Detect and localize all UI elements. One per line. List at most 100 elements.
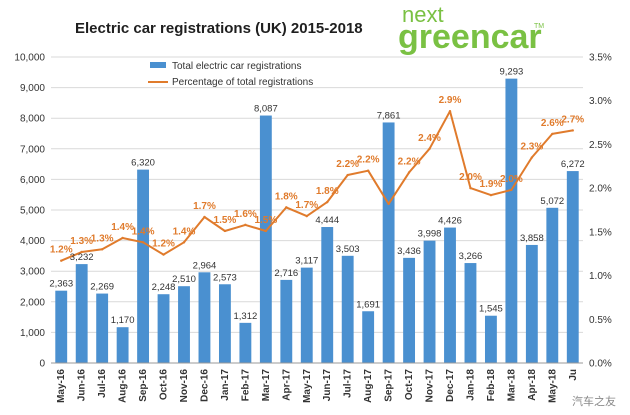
bars-series <box>55 78 579 363</box>
line-point <box>141 241 145 244</box>
chart-title: Electric car registrations (UK) 2015-201… <box>75 20 363 37</box>
percentage-value-label: 1.5% <box>214 215 237 226</box>
x-tick-label: Dec-16 <box>199 369 210 402</box>
bar <box>321 227 334 363</box>
bar-value-label: 1,312 <box>233 311 257 322</box>
percentage-value-label: 1.4% <box>173 226 196 237</box>
x-tick-label: May-17 <box>302 369 313 403</box>
y-right-tick-label: 0.0% <box>589 359 612 370</box>
bar <box>137 169 150 363</box>
x-tick-label: Oct-16 <box>159 369 170 401</box>
y-left-tick-label: 10,000 <box>14 53 45 64</box>
x-tick-label: Jan-17 <box>220 369 231 401</box>
x-tick-label: Jun-16 <box>77 369 88 402</box>
line-point <box>448 110 452 113</box>
bar-value-label: 5,072 <box>540 196 564 207</box>
bar-value-label: 2,269 <box>90 282 114 293</box>
x-tick-label: Nov-16 <box>179 369 190 403</box>
line-point <box>346 173 349 177</box>
x-tick-label: May-18 <box>547 369 558 403</box>
percentage-value-label: 2.3% <box>520 142 543 153</box>
line-point <box>469 186 472 190</box>
bar <box>382 122 395 363</box>
percentage-value-label: 1.6% <box>234 209 257 220</box>
percentage-value-label: 1.4% <box>132 226 155 237</box>
line-point <box>571 129 574 132</box>
y-right-tick-label: 1.0% <box>589 271 612 282</box>
x-tick-label: Apr-17 <box>281 369 292 401</box>
percentage-value-label: 1.8% <box>275 191 298 202</box>
y-right-tick-label: 2.0% <box>589 184 612 195</box>
bar-value-label: 3,117 <box>295 256 318 267</box>
bar <box>341 255 354 363</box>
bar-value-label: 6,320 <box>131 158 155 169</box>
left-axis: 0 1,000 2,000 3,000 4,000 5,000 6,000 7,000 8,00… <box>14 53 45 370</box>
y-right-tick-label: 3.0% <box>589 96 612 107</box>
bar <box>178 286 190 363</box>
percentage-value-label: 2.2% <box>398 156 421 167</box>
bar-value-label: 2,716 <box>274 268 298 279</box>
bar <box>96 293 109 363</box>
x-tick-label: Jun-17 <box>322 369 333 402</box>
bar-value-label: 2,510 <box>172 274 196 285</box>
bar-value-label: 1,691 <box>356 299 380 310</box>
bar-value-label: 2,363 <box>49 279 73 290</box>
percentage-line <box>60 110 573 262</box>
bar <box>280 279 293 363</box>
y-left-tick-label: 3,000 <box>20 267 45 278</box>
line-point <box>387 202 390 206</box>
x-tick-label: Jul-16 <box>97 369 108 398</box>
logo: next greencar TM <box>398 2 544 56</box>
bar <box>525 244 538 363</box>
line-point <box>326 200 329 204</box>
bar <box>362 311 375 363</box>
logo-bottom-text: greencar <box>398 18 542 56</box>
percentage-value-label: 2.9% <box>439 95 462 106</box>
line-point <box>305 214 308 218</box>
y-right-tick-label: 1.5% <box>589 227 612 238</box>
y-left-tick-label: 9,000 <box>20 83 45 94</box>
percentage-value-label: 2.0% <box>500 174 523 185</box>
x-tick-label: Mar-17 <box>261 369 272 402</box>
y-left-tick-label: 2,000 <box>20 297 45 308</box>
line-point <box>203 215 206 219</box>
y-left-tick-label: 5,000 <box>20 206 45 217</box>
bar-value-label: 8,087 <box>254 104 278 115</box>
x-tick-label: Sep-16 <box>138 369 149 402</box>
x-tick-label: Sep-17 <box>384 369 395 402</box>
line-point <box>285 206 288 209</box>
bar-value-label: 6,272 <box>561 159 585 170</box>
y-left-tick-label: 0 <box>39 359 45 370</box>
bar-value-label: 4,444 <box>315 215 339 226</box>
percentage-value-label: 1.3% <box>91 233 114 244</box>
bar <box>464 263 477 363</box>
bar-value-label: 2,248 <box>152 282 176 293</box>
y-right-tick-label: 2.5% <box>589 140 612 151</box>
y-left-tick-label: 4,000 <box>20 236 45 247</box>
bar-value-label: 1,545 <box>479 304 503 315</box>
line-point <box>489 193 493 197</box>
x-tick-label: Mar-18 <box>506 369 517 402</box>
percentage-value-label: 2.7% <box>561 114 584 125</box>
percentage-labels: 1.2%1.3%1.3%1.4%1.4%1.2%1.4%1.7%1.5%1.6%… <box>50 95 584 256</box>
line-series <box>60 110 574 262</box>
y-left-tick-label: 7,000 <box>20 144 45 155</box>
legend: Total electric car registrations Percent… <box>148 61 313 88</box>
line-point <box>510 188 513 192</box>
bar <box>444 227 456 363</box>
percentage-value-label: 2.2% <box>336 159 359 170</box>
bar <box>566 171 579 363</box>
logo-top-text: next <box>402 2 444 27</box>
line-point <box>100 248 104 251</box>
percentage-value-label: 1.3% <box>70 236 93 247</box>
bar <box>423 240 436 363</box>
x-tick-label: Aug-17 <box>363 369 374 403</box>
y-left-tick-label: 8,000 <box>20 114 45 125</box>
bar <box>484 315 497 363</box>
right-axis: 0.0% 0.5% 1.0% 1.5% 2.0% 2.5% 3.0% 3.5% <box>589 53 612 370</box>
x-axis: May-16 Jun-16 Jul-16 Aug-16 Sep-16 Oct-16 Nov-… <box>51 362 583 403</box>
line-point <box>60 259 63 262</box>
